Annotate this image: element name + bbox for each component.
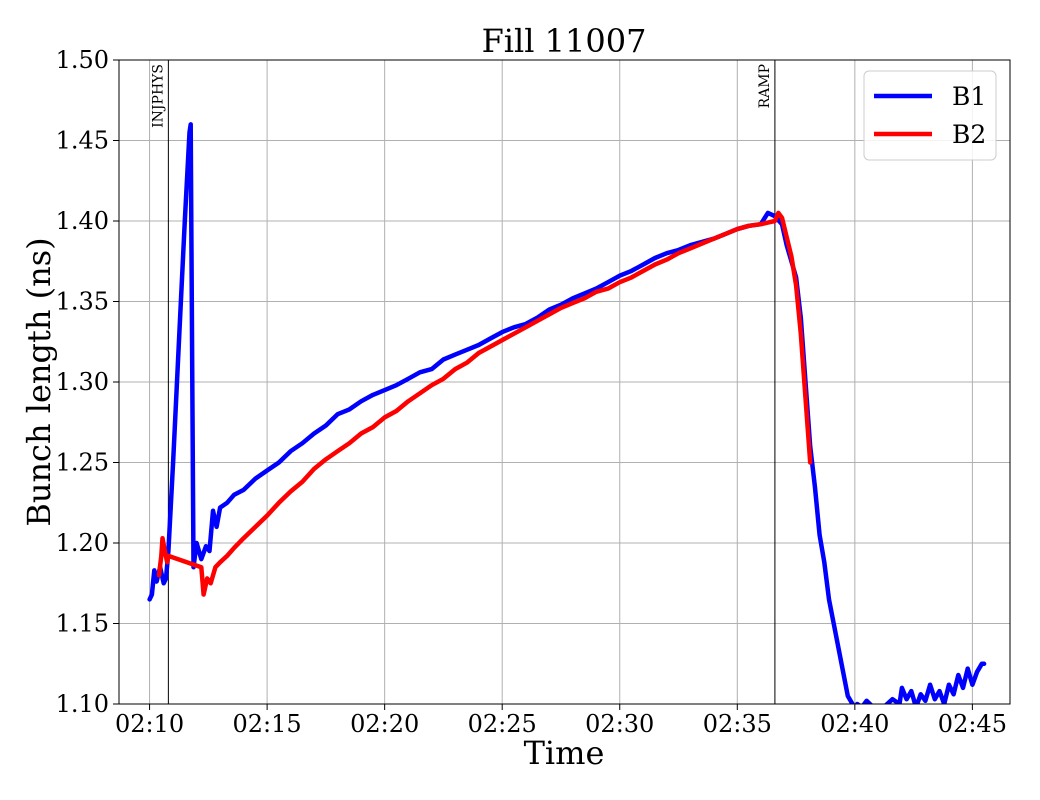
- y-tick-label: 1.35: [56, 288, 109, 316]
- y-tick-label: 1.40: [56, 207, 109, 235]
- y-tick-label: 1.50: [56, 46, 109, 74]
- y-axis: 1.10 1.15 1.20 1.25 1.30 1.35 1.40 1.45 1.50: [56, 46, 119, 718]
- legend-label-b1: B1: [952, 82, 986, 111]
- x-tick-label: 02:15: [233, 710, 302, 738]
- y-tick-label: 1.20: [56, 529, 109, 557]
- x-tick-label: 02:20: [350, 710, 419, 738]
- series-b2-line: [156, 210, 813, 597]
- series-layer: [147, 122, 987, 704]
- x-tick-label: 02:35: [703, 710, 772, 738]
- event-label: INJPHYS: [150, 64, 166, 128]
- legend-label-b2: B2: [952, 120, 986, 149]
- series-b1-line: [147, 122, 855, 704]
- series-b1-late-line: [854, 661, 987, 704]
- y-tick-label: 1.25: [56, 449, 109, 477]
- x-axis: 02:10 02:15 02:20 02:25 02:30 02:35 02:40 02:45: [115, 704, 1007, 738]
- legend-box: [863, 70, 997, 161]
- y-tick-label: 1.10: [56, 690, 109, 718]
- x-tick-label: 02:10: [115, 710, 184, 738]
- y-tick-label: 1.45: [56, 127, 109, 155]
- y-tick-label: 1.15: [56, 610, 109, 638]
- chart-title: Fill 11007: [482, 22, 647, 60]
- x-tick-label: 02:40: [820, 710, 889, 738]
- y-tick-label: 1.30: [56, 368, 109, 396]
- x-tick-label: 02:25: [468, 710, 537, 738]
- event-markers: INJPHYS RAMP: [150, 60, 776, 704]
- event-label: RAMP: [757, 64, 773, 108]
- y-axis-label: Bunch length (ns): [20, 237, 58, 526]
- x-tick-label: 02:30: [585, 710, 654, 738]
- x-tick-label: 02:45: [938, 710, 1007, 738]
- x-axis-label: Time: [524, 734, 605, 772]
